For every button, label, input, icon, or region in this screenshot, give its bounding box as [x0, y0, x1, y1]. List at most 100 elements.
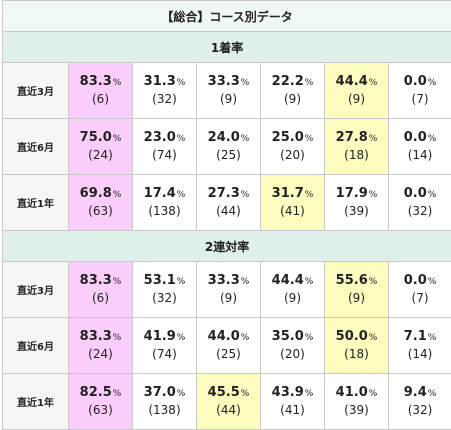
stat-cell: 53.1%(32)	[133, 262, 197, 318]
percent-unit: %	[113, 190, 122, 200]
stat-cell: 82.5%(63)	[69, 374, 133, 430]
percent-unit: %	[428, 134, 437, 144]
percent-unit: %	[177, 389, 186, 399]
percent-unit: %	[305, 190, 314, 200]
race-count: (6)	[69, 290, 132, 307]
percentage-number: 44.4	[336, 74, 368, 89]
percent-unit: %	[369, 78, 378, 88]
percent-unit: %	[113, 333, 122, 343]
percentage-value: 55.6%	[325, 273, 388, 290]
percentage-value: 83.3%	[69, 74, 132, 91]
race-count: (9)	[325, 91, 388, 108]
percent-unit: %	[428, 190, 437, 200]
race-count: (25)	[197, 346, 260, 363]
percentage-number: 22.2	[272, 74, 304, 89]
percentage-value: 0.0%	[389, 130, 451, 147]
stat-cell: 25.0%(20)	[261, 119, 325, 175]
stat-cell: 83.3%(24)	[69, 318, 133, 374]
stat-cell: 24.0% (25)	[197, 119, 261, 175]
percentage-value: 9.4%	[389, 385, 451, 402]
stat-cell: 27.8%(18)	[325, 119, 389, 175]
race-count: (14)	[389, 346, 451, 363]
percentage-value: 17.4%	[133, 186, 196, 203]
percentage-value: 27.3%	[197, 186, 260, 203]
period-label: 直近3月	[3, 63, 69, 119]
percent-unit: %	[369, 389, 378, 399]
race-count: (9)	[261, 91, 324, 108]
percent-unit: %	[241, 134, 250, 144]
percentage-number: 41.0	[336, 385, 368, 400]
percentage-number: 33.3	[208, 273, 240, 288]
percent-unit: %	[305, 277, 314, 287]
percent-unit: %	[369, 277, 378, 287]
race-count: (41)	[261, 203, 324, 220]
percent-unit: %	[113, 277, 122, 287]
stat-cell: 22.2%(9)	[261, 63, 325, 119]
race-count: (32)	[389, 203, 451, 220]
percentage-number: 43.9	[272, 385, 304, 400]
percentage-number: 31.7	[272, 186, 304, 201]
race-count: (7)	[389, 290, 451, 307]
percentage-number: 44.0	[208, 329, 240, 344]
stat-cell: 75.0%(24)	[69, 119, 133, 175]
stat-cell: 35.0%(20)	[261, 318, 325, 374]
percentage-number: 50.0	[336, 329, 368, 344]
percentage-value: 23.0%	[133, 130, 196, 147]
percentage-number: 0.0	[404, 186, 427, 201]
stat-cell: 44.0%(25)	[197, 318, 261, 374]
percentage-value: 17.9%	[325, 186, 388, 203]
percent-unit: %	[428, 389, 437, 399]
percentage-value: 53.1%	[133, 273, 196, 290]
percent-unit: %	[241, 78, 250, 88]
percentage-number: 82.5	[80, 385, 112, 400]
race-count: (18)	[325, 147, 388, 164]
race-count: (20)	[261, 346, 324, 363]
period-label: 直近6月	[3, 318, 69, 374]
section-header-row: 1着率	[3, 32, 451, 63]
percentage-number: 53.1	[144, 273, 176, 288]
percent-unit: %	[113, 134, 122, 144]
stat-cell: 69.8%(63)	[69, 175, 133, 231]
stat-cell: 44.4%(9)	[261, 262, 325, 318]
percentage-value: 0.0%	[389, 186, 451, 203]
race-count: (138)	[133, 203, 196, 220]
race-count: (20)	[261, 147, 324, 164]
stat-cell: 44.4%(9)	[325, 63, 389, 119]
percentage-value: 83.3%	[69, 329, 132, 346]
race-count: (63)	[69, 203, 132, 220]
percentage-number: 55.6	[336, 273, 368, 288]
stat-cell: 27.3%(44)	[197, 175, 261, 231]
percentage-value: 7.1%	[389, 329, 451, 346]
percentage-number: 83.3	[80, 273, 112, 288]
percentage-value: 33.3%	[197, 273, 260, 290]
race-count: (32)	[389, 402, 451, 419]
percentage-number: 33.3	[208, 74, 240, 89]
race-count: (9)	[325, 290, 388, 307]
percentage-number: 75.0	[80, 130, 112, 145]
stat-cell: 0.0%(32)	[389, 175, 451, 231]
percentage-number: 37.0	[144, 385, 176, 400]
percent-unit: %	[305, 134, 314, 144]
race-count: (44)	[197, 402, 260, 419]
percent-unit: %	[177, 333, 186, 343]
stat-cell: 7.1%(14)	[389, 318, 451, 374]
percent-unit: %	[113, 78, 122, 88]
percent-unit: %	[305, 389, 314, 399]
stat-cell: 55.6%(9)	[325, 262, 389, 318]
race-count: (18)	[325, 346, 388, 363]
percentage-value: 25.0%	[261, 130, 324, 147]
race-count: (41)	[261, 402, 324, 419]
percentage-number: 0.0	[404, 130, 427, 145]
race-count: (74)	[133, 346, 196, 363]
race-count: (9)	[197, 290, 260, 307]
race-count: (25)	[197, 147, 260, 164]
stat-cell: 0.0%(7)	[389, 262, 451, 318]
percent-unit: %	[177, 78, 186, 88]
percentage-number: 24.0	[208, 130, 240, 145]
stat-cell: 33.3%(9)	[197, 262, 261, 318]
percentage-number: 83.3	[80, 329, 112, 344]
percentage-value: 44.4%	[325, 74, 388, 91]
